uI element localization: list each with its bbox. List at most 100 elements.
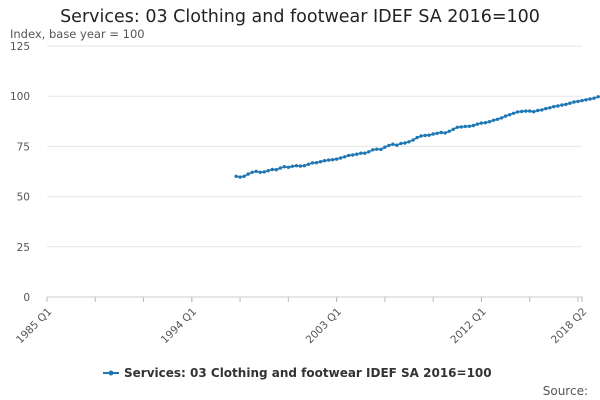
x-tick-label: 2018 Q2 [549,306,589,346]
data-point [371,148,375,152]
data-point [524,109,528,113]
y-tick-label-0: 0 [23,292,30,304]
data-point [363,151,367,155]
data-point [411,138,415,142]
data-point [423,133,427,138]
data-point [234,174,238,178]
data-point [367,150,371,154]
data-point [294,164,299,168]
y-axis-label: Index, base year = 100 [10,27,145,41]
data-point [258,170,262,174]
data-point [274,168,278,172]
data-point [302,164,307,168]
data-point [415,135,419,140]
data-point [532,110,536,114]
data-point [403,141,407,145]
data-point [536,108,540,113]
data-point [588,97,592,101]
data-point [270,167,274,172]
data-point [443,131,447,135]
data-point [322,159,327,163]
y-axis-ticks: 0 25 50 75 100 125 [10,41,30,304]
data-point [334,157,339,161]
data-point [427,133,431,137]
x-tick-label: 2003 Q1 [304,306,344,346]
data-point [451,127,455,131]
data-point [584,98,588,102]
x-axis-ticks: 1985 Q1 1994 Q1 2003 Q1 2012 Q1 2018 Q2 [14,297,589,346]
data-point [310,161,315,165]
data-point [250,170,254,174]
series-line-group [234,95,600,179]
data-point [483,121,488,125]
y-tick-label-50: 50 [17,192,30,204]
data-point [290,164,295,168]
data-point [572,100,576,104]
data-point [314,161,319,165]
data-point [338,156,343,160]
data-point [467,124,472,128]
data-point [298,164,303,168]
data-point [278,166,282,170]
data-point [407,140,411,144]
data-point [431,132,435,136]
x-tick-label: 2012 Q1 [448,306,488,346]
data-point [556,104,560,108]
data-point [568,101,572,105]
data-point [507,113,512,117]
legend[interactable]: Services: 03 Clothing and footwear IDEF … [103,366,492,380]
data-point [564,102,568,107]
chart-title: Services: 03 Clothing and footwear IDEF … [60,7,540,27]
y-tick-label-100: 100 [10,91,30,103]
data-point [548,106,552,110]
data-point [262,170,266,174]
data-point [487,120,492,124]
y-tick-label-25: 25 [17,242,30,254]
data-point [391,142,395,146]
data-point [479,121,484,125]
data-point [552,104,556,109]
data-point [242,174,246,178]
y-tick-label-75: 75 [17,141,30,153]
data-point [379,147,383,152]
data-point [306,162,311,166]
y-tick-label-125: 125 [10,41,30,53]
data-point [399,141,403,146]
data-point [499,116,504,120]
data-point [330,158,335,162]
data-point [282,165,286,169]
data-point [266,169,270,173]
data-point [355,152,359,156]
data-point [511,111,516,116]
data-point [351,153,355,157]
data-point [455,125,459,129]
data-point [495,117,500,122]
data-point [419,134,423,138]
data-point [596,95,600,99]
data-point [471,123,476,128]
data-point [439,130,443,135]
legend-label: Services: 03 Clothing and footwear IDEF … [124,366,492,380]
data-point [359,151,363,155]
data-point [528,109,532,113]
data-point [540,108,544,112]
data-point [580,98,584,103]
data-point [520,109,524,114]
data-point [375,147,379,151]
data-point [238,175,242,179]
data-point [544,106,548,111]
data-point [459,125,463,129]
series-line [235,95,600,178]
data-point [435,131,439,135]
x-tick-label: 1985 Q1 [14,306,54,346]
data-point [560,103,564,107]
x-tick-label: 1994 Q1 [159,306,199,346]
data-point [347,153,351,158]
gridlines [47,45,582,248]
data-point [343,155,347,159]
data-point [246,172,250,176]
data-point [592,96,596,100]
data-point [447,129,451,133]
legend-swatch-marker [108,370,114,376]
